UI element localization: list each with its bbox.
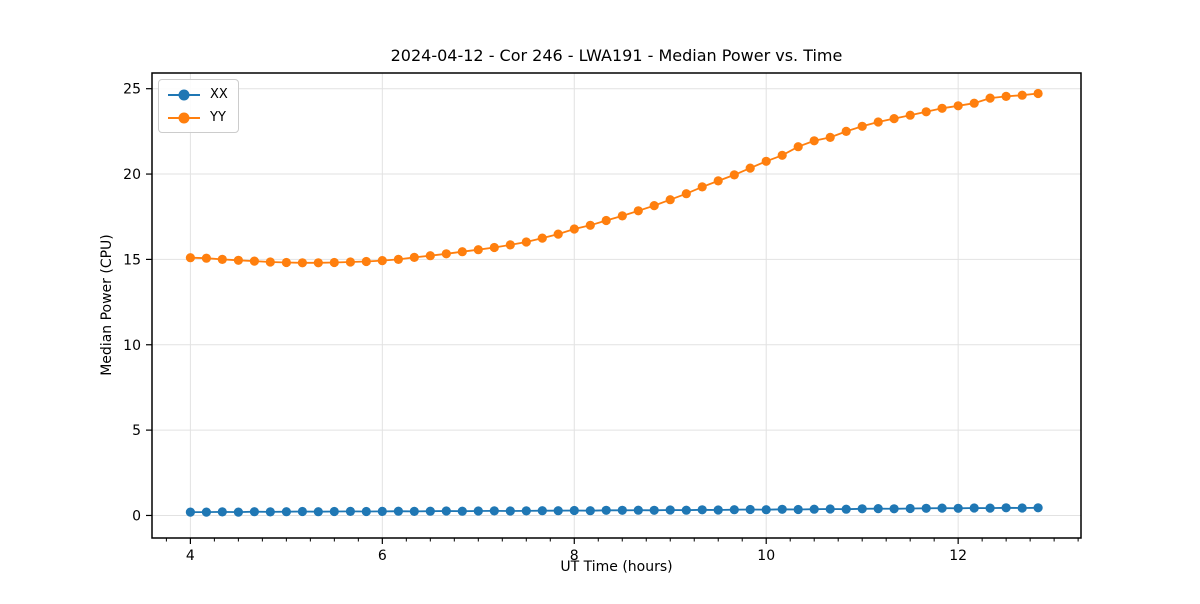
legend-marker-yy-icon bbox=[168, 110, 200, 125]
legend-item-yy: YY bbox=[168, 110, 228, 125]
y-axis-label: Median Power (CPU) bbox=[99, 234, 115, 376]
svg-text:20: 20 bbox=[123, 167, 141, 183]
svg-text:10: 10 bbox=[123, 338, 141, 354]
svg-text:25: 25 bbox=[123, 82, 141, 98]
legend: XX YY bbox=[158, 79, 239, 133]
svg-text:4: 4 bbox=[186, 548, 195, 564]
svg-text:10: 10 bbox=[757, 548, 775, 564]
legend-label-xx: XX bbox=[210, 87, 228, 102]
legend-label-yy: YY bbox=[210, 110, 226, 125]
svg-text:15: 15 bbox=[123, 252, 141, 268]
x-axis-label: UT Time (hours) bbox=[560, 559, 673, 575]
legend-item-xx: XX bbox=[168, 87, 228, 102]
svg-text:5: 5 bbox=[132, 423, 141, 439]
legend-marker-xx-icon bbox=[168, 87, 200, 102]
svg-text:6: 6 bbox=[378, 548, 387, 564]
svg-text:12: 12 bbox=[949, 548, 967, 564]
svg-text:8: 8 bbox=[570, 548, 579, 564]
chart-title: 2024-04-12 - Cor 246 - LWA191 - Median P… bbox=[390, 46, 843, 65]
svg-text:0: 0 bbox=[132, 508, 141, 524]
